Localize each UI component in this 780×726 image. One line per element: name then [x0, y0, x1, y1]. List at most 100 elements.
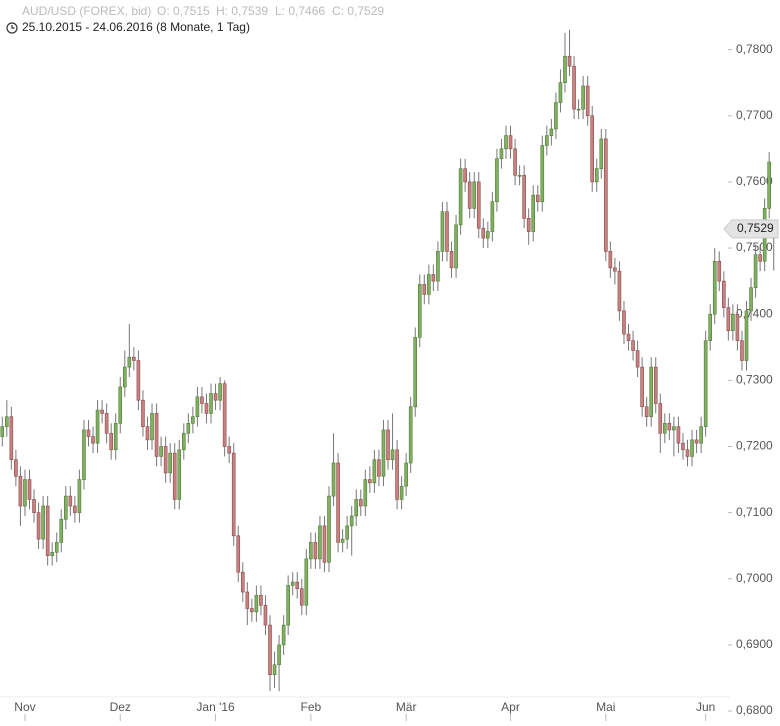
candle-body-down [567, 55, 572, 67]
candle-body-up [454, 224, 458, 269]
candle-body-up [77, 479, 82, 513]
candle-body-up [290, 581, 295, 586]
candle-body-down [653, 366, 658, 404]
candle-body-up [304, 558, 309, 606]
candle-body-down [213, 393, 218, 401]
y-tick-label: 0,6800 [736, 703, 773, 717]
candle-body-up [749, 287, 753, 312]
candle-body-up [690, 439, 694, 457]
candle-body-down [154, 413, 159, 457]
last-price-box [723, 219, 779, 239]
candle-body-up [408, 406, 413, 464]
candle-body-down [613, 267, 617, 272]
candle-body-up [517, 174, 522, 177]
candle-body-up [82, 429, 86, 480]
y-tick-label: 0,6900 [736, 637, 773, 651]
candle-body-down [467, 181, 472, 209]
candle-body-up [390, 449, 395, 461]
candle-body-up [127, 356, 132, 368]
clock-hand [11, 25, 15, 29]
candle-body-up [186, 423, 191, 434]
last-price-label: 0,7529 [737, 221, 774, 235]
clock-icon [6, 22, 18, 34]
candle-body-up [159, 446, 163, 457]
candle-body-up [340, 538, 345, 543]
candle-body-down [431, 274, 436, 282]
candle-body-up [191, 416, 195, 424]
candle-body-up [504, 135, 508, 150]
candle-body-up [59, 518, 64, 543]
candle-body-up [744, 310, 749, 361]
candle-body-down [18, 475, 23, 507]
candle-body-down [172, 452, 177, 500]
candle-body-down [368, 479, 372, 484]
quote-close: C: 0,7529 [332, 4, 384, 18]
candle-body-up [372, 459, 377, 484]
candle-body-down [622, 310, 626, 335]
candle-body-down [681, 442, 685, 451]
candle-body-up [581, 85, 585, 110]
x-tick-label: Feb [301, 700, 322, 714]
candle-body-up [663, 423, 667, 434]
candle-body-up [54, 542, 59, 553]
candle-body-down [377, 459, 381, 477]
y-tick-label: 0,7300 [736, 373, 773, 387]
candle-body-up [594, 168, 599, 183]
quote-open: O: 0,7515 [157, 4, 210, 18]
candle-body-up [531, 194, 536, 232]
candle-body-up [331, 462, 336, 497]
candle-body-down [27, 479, 32, 500]
candle-body-down [91, 436, 95, 444]
candle-body-down [535, 194, 540, 203]
candle-body-up [218, 383, 222, 401]
candle-body-up [712, 260, 717, 315]
candle-body-down [508, 135, 513, 150]
candle-body-up [576, 108, 581, 111]
candle-body-up [472, 181, 477, 209]
candle-body-up [150, 413, 154, 441]
candle-body-up [404, 462, 408, 487]
candle-body-down [526, 217, 531, 232]
x-tick-label: Mai [596, 700, 615, 714]
x-tick-label: Jun [696, 700, 715, 714]
candle-body-down [9, 416, 14, 461]
candle-body-down [240, 571, 245, 593]
candle-body-up [699, 426, 703, 444]
candle-body-down [758, 254, 762, 262]
candle-body-down [449, 251, 454, 269]
y-tick-label: 0,7200 [736, 439, 773, 453]
candle-body-up [363, 479, 368, 507]
candle-body-up [327, 495, 331, 563]
candle-body-up [5, 416, 9, 427]
candle-body-up [486, 231, 490, 239]
candle-body-down [86, 429, 91, 437]
candle-body-down [73, 505, 77, 513]
candle-body-down [722, 280, 726, 308]
y-tick-label: 0,7700 [736, 108, 773, 122]
candle-body-down [322, 525, 327, 563]
candle-body-up [703, 340, 708, 427]
candle-body-up [440, 211, 445, 252]
candle-body-down [263, 604, 268, 626]
candle-body-up [417, 284, 422, 338]
candle-body-down [585, 85, 590, 117]
y-tick-label: 0,7000 [736, 571, 773, 585]
candle-body-down [36, 512, 41, 540]
candle-body-down [200, 396, 204, 404]
candle-body-up [177, 449, 182, 500]
candle-body-up [286, 585, 290, 626]
candle-body-down [299, 588, 304, 606]
candle-body-down [109, 432, 113, 451]
x-tick-label: Apr [501, 700, 520, 714]
candle-body-up [50, 552, 54, 556]
candle-body-up [413, 337, 418, 408]
y-tick-label: 0,7400 [736, 306, 773, 320]
candle-body-down [104, 413, 109, 434]
candle-body-down [640, 366, 644, 408]
candle-body-down [222, 383, 227, 447]
candle-body-up [399, 485, 404, 500]
candle-body-down [726, 307, 731, 332]
candle-body-up [209, 393, 213, 414]
candle-body-down [717, 260, 722, 282]
